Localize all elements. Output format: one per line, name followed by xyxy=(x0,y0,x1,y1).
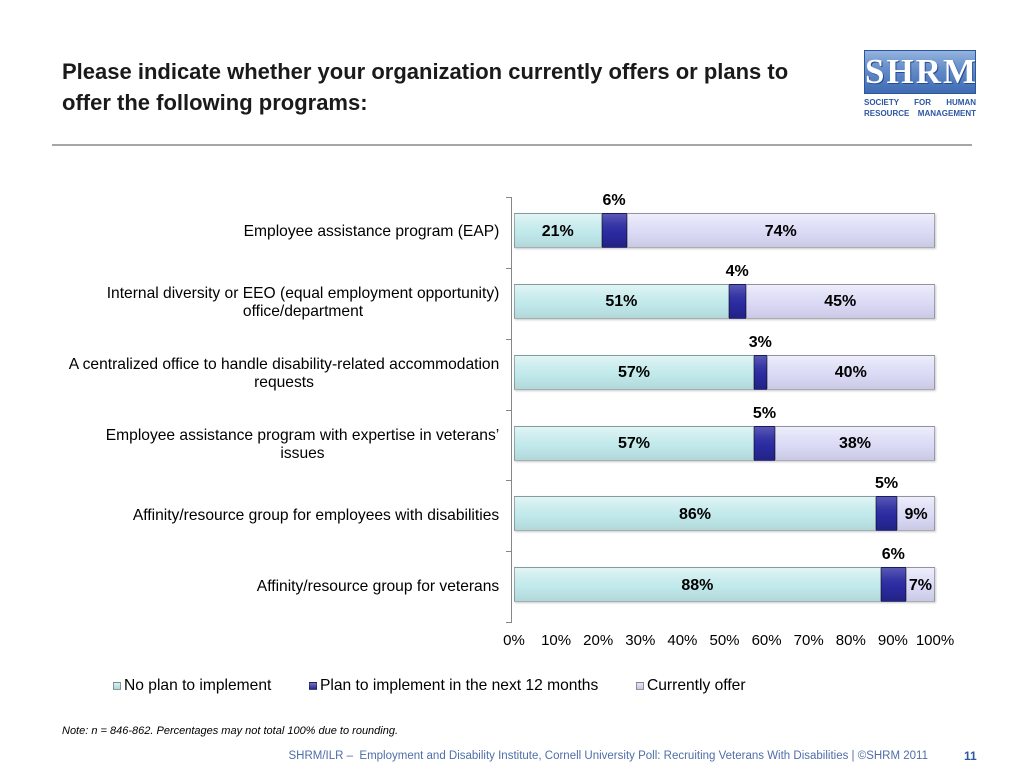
data-label-plan-to-implement-in-the-next-12-months: 5% xyxy=(875,475,899,493)
shrm-logo-mark: SHRM xyxy=(864,50,976,94)
x-axis-tick-label: 90% xyxy=(877,632,908,649)
y-axis-tick xyxy=(506,197,511,198)
category-label: Employee assistance program (EAP) xyxy=(243,223,500,241)
x-axis-tick-label: 70% xyxy=(793,632,824,649)
legend-marker-plan-next-12-months xyxy=(309,682,317,690)
x-axis-tick-label: 80% xyxy=(835,632,866,649)
shrm-tagline-line2: RESOURCE MANAGEMENT xyxy=(864,109,976,118)
category-label: Internal diversity or EEO (equal employm… xyxy=(106,285,500,321)
bar-currently-offer xyxy=(905,567,935,603)
x-axis-tick-label: 40% xyxy=(667,632,698,649)
bar-plan-to-implement-in-the-next-12-months xyxy=(601,213,627,248)
y-axis-tick xyxy=(506,339,511,340)
data-label-plan-to-implement-in-the-next-12-months: 4% xyxy=(725,262,749,280)
data-label-currently-offer: 7% xyxy=(908,576,932,594)
bar-no-plan-to-implement xyxy=(514,213,602,248)
category-label: A centralized office to handle disabilit… xyxy=(68,356,500,392)
slide-title: Please indicate whether your organizatio… xyxy=(62,59,789,115)
data-label-no-plan-to-implement: 88% xyxy=(681,576,714,594)
bar-no-plan-to-implement xyxy=(514,425,754,461)
data-label-no-plan-to-implement: 57% xyxy=(617,435,650,452)
y-axis-tick xyxy=(506,551,511,552)
bar-currently-offer xyxy=(897,496,935,532)
bar-plan-to-implement-in-the-next-12-months xyxy=(753,425,776,461)
bar-no-plan-to-implement xyxy=(514,567,881,603)
x-axis-tick-label: 20% xyxy=(583,632,614,649)
y-axis-tick xyxy=(506,410,511,411)
y-axis-tick xyxy=(506,480,511,481)
y-axis-tick xyxy=(506,622,511,623)
bar-no-plan-to-implement xyxy=(514,496,877,532)
footnote: Note: n = 846-862. Percentages may not t… xyxy=(62,725,399,737)
data-label-no-plan-to-implement: 57% xyxy=(617,364,650,382)
bar-no-plan-to-implement xyxy=(514,354,754,390)
data-label-currently-offer: 40% xyxy=(834,364,867,382)
data-label-currently-offer: 9% xyxy=(904,505,928,523)
page-number: 11 xyxy=(964,749,977,763)
data-label-plan-to-implement-in-the-next-12-months: 5% xyxy=(752,404,777,422)
category-label: Affinity/resource group for veterans xyxy=(256,577,500,595)
data-label-currently-offer: 45% xyxy=(824,293,857,311)
data-label-plan-to-implement-in-the-next-12-months: 3% xyxy=(748,333,772,351)
x-axis-tick-label: 30% xyxy=(625,632,656,649)
data-label-no-plan-to-implement: 21% xyxy=(541,222,574,240)
shrm-wordmark: SHRM xyxy=(865,52,978,91)
x-axis-tick-label: 0% xyxy=(503,632,525,649)
bar-plan-to-implement-in-the-next-12-months xyxy=(753,354,767,390)
legend-label-plan-next-12-months: Plan to implement in the next 12 months xyxy=(320,677,599,694)
data-label-currently-offer: 38% xyxy=(838,435,872,452)
data-label-plan-to-implement-in-the-next-12-months: 6% xyxy=(881,546,905,564)
footer-source: SHRM/ILR – Employment and Disability Ins… xyxy=(288,750,928,762)
bar-plan-to-implement-in-the-next-12-months xyxy=(880,567,906,603)
bar-currently-offer xyxy=(626,213,935,248)
data-label-plan-to-implement-in-the-next-12-months: 6% xyxy=(602,192,626,209)
data-label-currently-offer: 74% xyxy=(764,222,797,240)
bar-no-plan-to-implement xyxy=(514,283,729,319)
x-axis-tick-label: 60% xyxy=(751,632,782,649)
legend-label-no-plan: No plan to implement xyxy=(124,677,272,694)
bar-plan-to-implement-in-the-next-12-months xyxy=(728,283,746,319)
y-axis-line xyxy=(511,197,512,623)
x-axis-tick-label: 100% xyxy=(915,632,955,649)
legend-marker-currently-offer xyxy=(636,682,644,690)
title-divider xyxy=(52,144,972,146)
bar-plan-to-implement-in-the-next-12-months xyxy=(876,496,898,532)
shrm-logo: SHRM SOCIETY FOR HUMAN RESOURCE MANAGEME… xyxy=(864,50,976,122)
category-label: Employee assistance program with experti… xyxy=(105,426,500,462)
data-label-no-plan-to-implement: 51% xyxy=(605,293,638,311)
bar-currently-offer xyxy=(766,354,935,390)
category-label: Affinity/resource group for employees wi… xyxy=(132,506,500,524)
y-axis-tick xyxy=(506,268,511,269)
bar-currently-offer xyxy=(775,425,935,461)
x-axis-tick-label: 50% xyxy=(709,632,740,649)
data-label-no-plan-to-implement: 86% xyxy=(679,505,712,523)
bar-currently-offer xyxy=(745,283,935,319)
x-axis-tick-label: 10% xyxy=(541,632,572,649)
legend-marker-no-plan xyxy=(113,682,121,690)
legend-label-currently-offer: Currently offer xyxy=(647,677,746,694)
shrm-tagline-line1: SOCIETY FOR HUMAN xyxy=(864,98,976,107)
